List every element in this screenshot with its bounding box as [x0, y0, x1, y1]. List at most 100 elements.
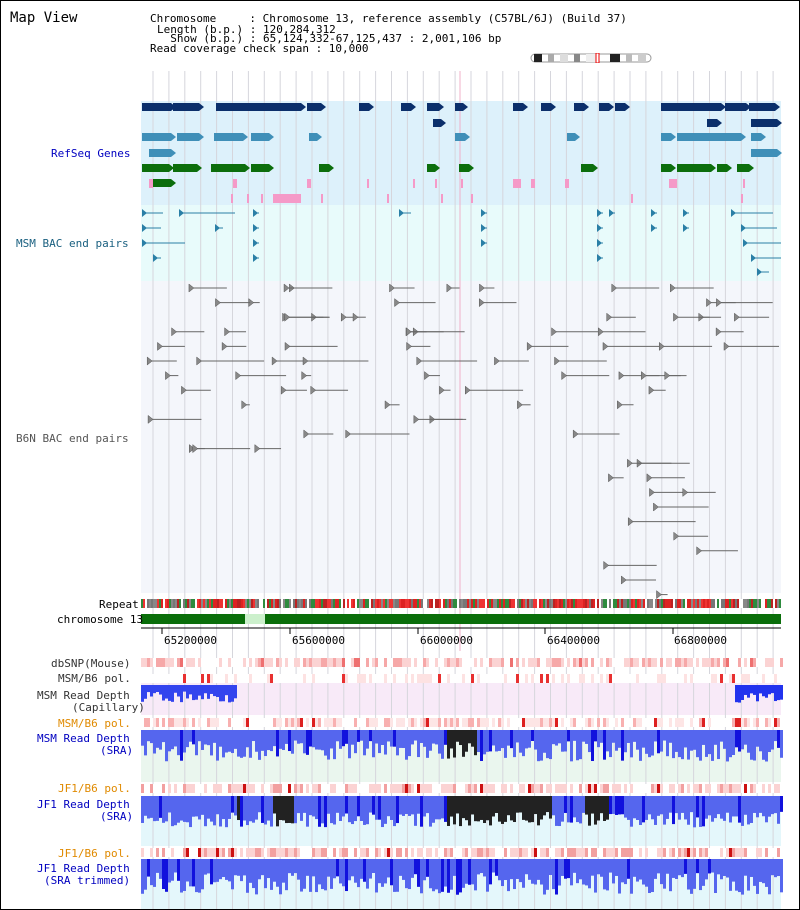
- gene-feature: [142, 103, 171, 111]
- refseq-pink-feature: [631, 194, 633, 203]
- depth-bar: [204, 796, 207, 827]
- repeat-cell: [655, 599, 657, 608]
- heat-cell: [462, 674, 465, 683]
- heat-cell: [162, 674, 165, 683]
- depth-bar: [519, 796, 522, 813]
- heat-cell: [213, 784, 216, 793]
- heat-cell: [768, 658, 771, 667]
- depth-bar: [309, 859, 312, 892]
- bac-end-marker: [597, 209, 602, 217]
- chromosome-ideogram[interactable]: [530, 53, 652, 63]
- depth-bar: [162, 685, 165, 701]
- depth-bar: [630, 730, 633, 758]
- gene-arrow: [329, 164, 334, 172]
- repeat-cell: [299, 599, 301, 608]
- repeat-cell: [341, 599, 343, 608]
- heat-cell: [204, 784, 207, 793]
- heat-cell: [771, 784, 774, 793]
- heat-cell: [738, 718, 741, 727]
- depth-bar: [696, 859, 699, 874]
- depth-bar: [732, 730, 735, 755]
- heat-cell: [708, 848, 711, 857]
- heat-cell: [573, 658, 576, 667]
- depth-bar: [570, 730, 573, 762]
- heat-cell: [567, 658, 570, 667]
- depth-bar: [393, 859, 396, 892]
- heat-cell: [537, 674, 540, 683]
- heat-cell: [444, 848, 447, 857]
- heat-cell: [222, 674, 225, 683]
- gene-arrow: [199, 133, 204, 141]
- heat-cell: [642, 674, 645, 683]
- heat-cell: [729, 674, 732, 683]
- repeat-cell: [733, 599, 735, 608]
- depth-bar: [624, 796, 627, 818]
- depth-bar: [405, 859, 408, 889]
- heat-cell: [693, 718, 696, 727]
- heat-cell: [675, 848, 678, 857]
- msm-b6-pol-label-2: MSM/B6 pol.: [58, 717, 131, 730]
- depth-bar: [240, 730, 243, 758]
- repeat-cell: [267, 599, 269, 608]
- depth-bar: [414, 859, 417, 875]
- depth-bar: [543, 859, 546, 895]
- depth-bar: [186, 685, 189, 699]
- repeat-cell: [539, 599, 541, 608]
- gene-arrow: [711, 164, 716, 172]
- heat-cell: [609, 718, 612, 727]
- depth-bar: [669, 796, 672, 813]
- repeat-cell: [523, 599, 525, 608]
- heat-cell: [312, 718, 315, 727]
- depth-bar: [219, 796, 222, 827]
- repeat-cell: [505, 599, 507, 608]
- repeat-cell: [333, 599, 335, 608]
- heat-cell: [144, 674, 147, 683]
- heat-cell: [315, 784, 318, 793]
- heat-cell: [282, 674, 285, 683]
- repeat-cell: [531, 599, 533, 608]
- heat-cell: [597, 674, 600, 683]
- depth-bar: [192, 859, 195, 887]
- repeat-cell: [195, 599, 197, 608]
- heat-cell: [276, 658, 279, 667]
- depth-bar: [666, 859, 669, 874]
- bac-end-marker: [142, 239, 147, 247]
- heat-cell: [351, 718, 354, 727]
- depth-bar: [546, 796, 549, 813]
- depth-bar: [573, 859, 576, 873]
- heat-cell: [603, 784, 606, 793]
- heat-cell: [303, 674, 306, 683]
- heat-cell: [258, 658, 261, 667]
- depth-bar: [753, 730, 756, 761]
- heat-cell: [600, 718, 603, 727]
- depth-bar: [708, 730, 711, 755]
- depth-bar: [441, 730, 444, 759]
- b6n-end-marker: [602, 341, 609, 351]
- gene-arrow: [465, 133, 470, 141]
- heat-cell: [531, 784, 534, 793]
- heat-cell: [396, 658, 399, 667]
- heat-cell: [501, 674, 504, 683]
- depth-bar: [246, 796, 249, 826]
- repeat-cell: [737, 599, 739, 608]
- heat-cell: [663, 848, 666, 857]
- heat-cell: [777, 784, 780, 793]
- b6n-end-marker: [424, 371, 430, 381]
- heat-cell: [321, 658, 324, 667]
- depth-bar: [528, 796, 531, 823]
- heat-cell: [459, 658, 462, 667]
- repeat-cell: [683, 599, 685, 608]
- heat-cell: [540, 658, 543, 667]
- heat-cell: [648, 848, 651, 857]
- heat-cell: [522, 658, 525, 667]
- heat-cell: [273, 718, 276, 727]
- depth-bar: [210, 730, 213, 756]
- depth-bar: [522, 796, 525, 820]
- repeat-cell: [363, 599, 365, 608]
- gene-arrow: [775, 103, 780, 111]
- depth-bar: [738, 796, 741, 823]
- heat-cell: [567, 848, 570, 857]
- repeat-cell: [413, 599, 415, 608]
- repeat-cell: [323, 599, 325, 608]
